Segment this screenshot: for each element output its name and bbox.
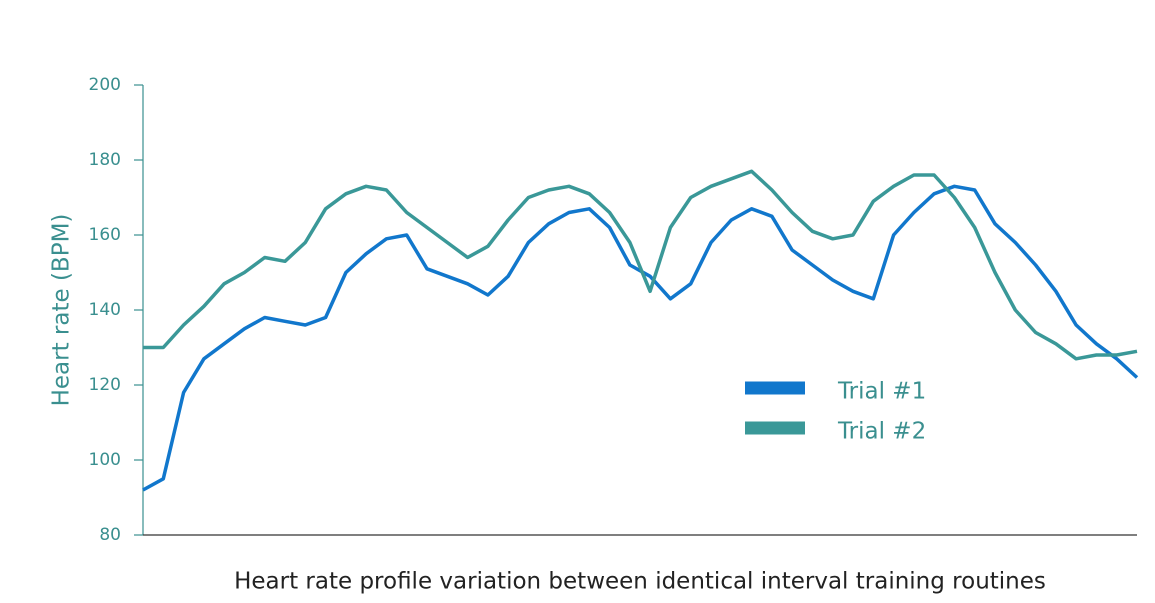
y-axis-label: Heart rate (BPM) xyxy=(49,214,75,407)
legend-label: Trial #2 xyxy=(837,419,926,445)
legend-label: Trial #1 xyxy=(837,379,926,405)
y-tick-label: 140 xyxy=(89,300,121,320)
y-tick-label: 80 xyxy=(99,525,121,545)
chart-title: Heart rate profile variation between ide… xyxy=(234,569,1046,595)
y-tick-label: 100 xyxy=(89,450,121,470)
series-line xyxy=(142,184,1139,492)
series-line xyxy=(143,169,1138,361)
y-tick-label: 120 xyxy=(89,375,121,395)
y-tick-label: 200 xyxy=(89,75,121,95)
y-tick-label: 180 xyxy=(89,150,121,170)
y-tick-label: 160 xyxy=(89,225,121,245)
